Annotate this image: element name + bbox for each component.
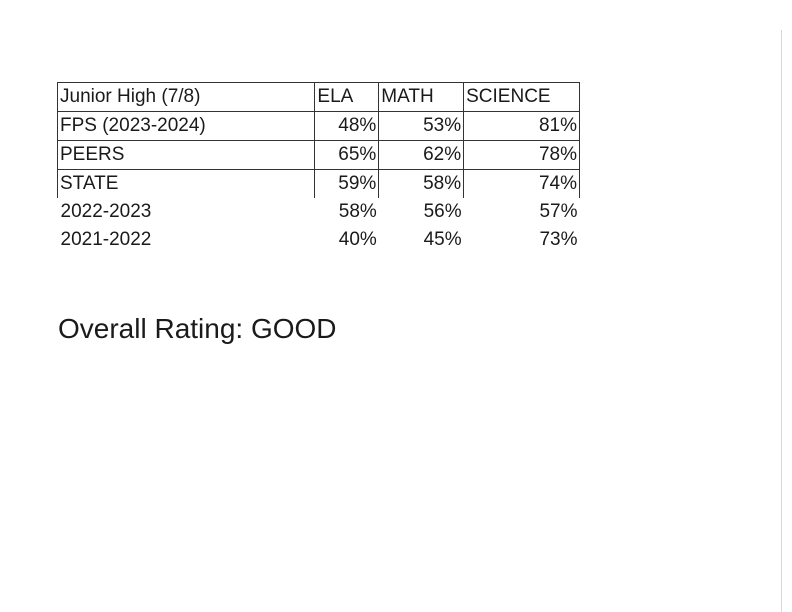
row-label: STATE bbox=[56, 169, 316, 198]
scores-table: Junior High (7/8) ELA MATH SCIENCE FPS (… bbox=[56, 82, 580, 254]
science-value: 81% bbox=[463, 111, 580, 141]
math-value: 62% bbox=[378, 140, 465, 170]
header-cell-school: Junior High (7/8) bbox=[56, 82, 316, 112]
ela-value: 58% bbox=[338, 201, 377, 222]
table-header-row: Junior High (7/8) ELA MATH SCIENCE bbox=[56, 82, 580, 112]
ela-value: 65% bbox=[314, 140, 380, 170]
science-value: 73% bbox=[539, 229, 578, 250]
row-label: PEERS bbox=[56, 140, 316, 170]
row-label: 2022-2023 bbox=[60, 201, 152, 222]
header-cell-ela: ELA bbox=[314, 82, 380, 112]
math-value: 53% bbox=[378, 111, 465, 141]
math-value: 45% bbox=[423, 229, 462, 250]
science-value: 74% bbox=[463, 169, 580, 198]
table-row: FPS (2023-2024) 48% 53% 81% bbox=[56, 111, 580, 141]
table-row: 2021-2022 40% 45% 73% bbox=[58, 226, 580, 254]
ela-value: 48% bbox=[314, 111, 380, 141]
overall-rating: Overall Rating: GOOD bbox=[58, 313, 337, 344]
page-edge bbox=[781, 30, 782, 612]
ela-value: 59% bbox=[314, 169, 380, 198]
header-cell-math: MATH bbox=[378, 82, 465, 112]
math-value: 56% bbox=[423, 201, 462, 222]
ela-value: 40% bbox=[338, 229, 377, 250]
row-label: 2021-2022 bbox=[60, 229, 152, 250]
science-value: 57% bbox=[539, 201, 578, 222]
table-row: 2022-2023 58% 56% 57% bbox=[58, 198, 580, 226]
table-row: PEERS 65% 62% 78% bbox=[56, 140, 580, 170]
science-value: 78% bbox=[463, 140, 580, 170]
row-label: FPS (2023-2024) bbox=[56, 111, 316, 141]
math-value: 58% bbox=[378, 169, 465, 198]
table-row: STATE 59% 58% 74% bbox=[56, 169, 580, 198]
header-cell-science: SCIENCE bbox=[463, 82, 580, 112]
